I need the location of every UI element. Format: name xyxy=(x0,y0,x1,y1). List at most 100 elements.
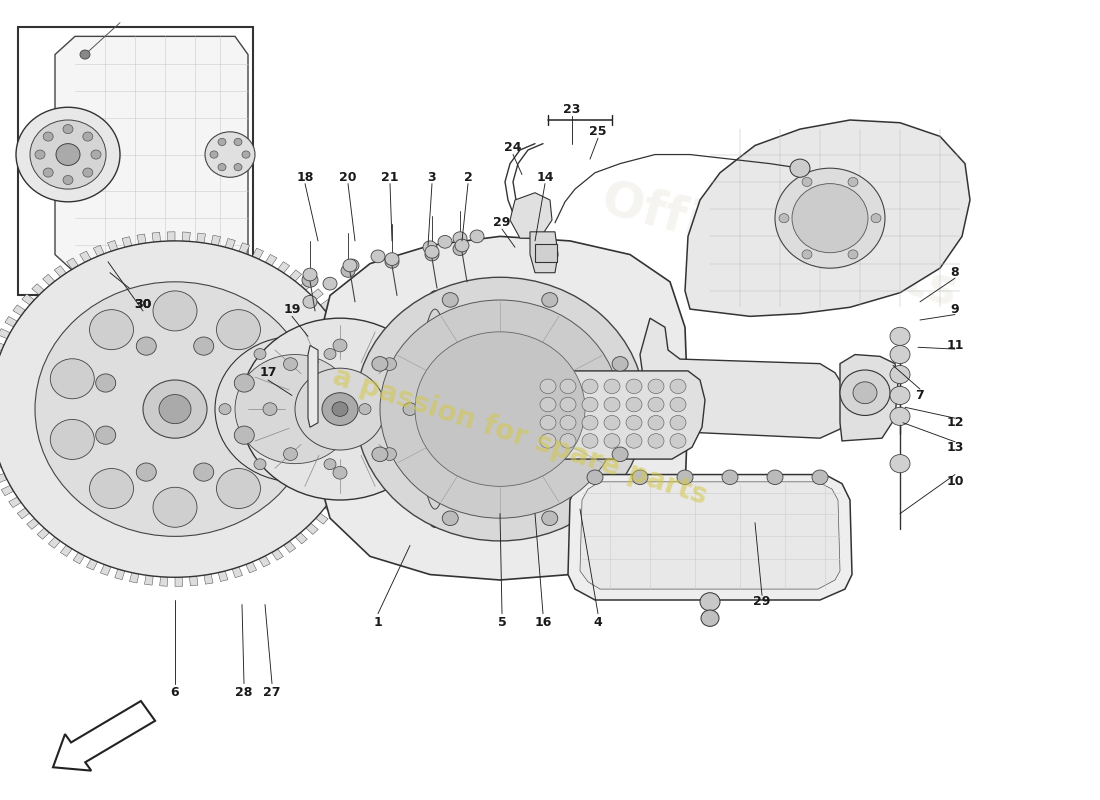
Circle shape xyxy=(385,253,399,266)
Polygon shape xyxy=(87,559,98,570)
Circle shape xyxy=(701,610,719,626)
Polygon shape xyxy=(1,486,13,496)
Polygon shape xyxy=(272,549,284,560)
Circle shape xyxy=(82,168,92,177)
Polygon shape xyxy=(55,36,248,273)
Circle shape xyxy=(453,242,468,255)
Circle shape xyxy=(51,419,95,459)
Circle shape xyxy=(255,419,299,459)
Polygon shape xyxy=(79,251,91,262)
Circle shape xyxy=(82,132,92,141)
Polygon shape xyxy=(37,528,50,539)
Text: 7: 7 xyxy=(915,389,924,402)
Circle shape xyxy=(779,214,789,222)
Polygon shape xyxy=(640,318,848,438)
Polygon shape xyxy=(175,577,183,586)
Ellipse shape xyxy=(414,291,456,527)
Circle shape xyxy=(890,346,910,364)
Circle shape xyxy=(812,470,828,485)
Circle shape xyxy=(852,382,877,404)
Circle shape xyxy=(802,250,812,259)
Circle shape xyxy=(323,278,337,290)
Polygon shape xyxy=(0,342,4,351)
Circle shape xyxy=(160,394,191,424)
Circle shape xyxy=(234,426,254,444)
Circle shape xyxy=(35,282,315,536)
Circle shape xyxy=(670,379,686,394)
Polygon shape xyxy=(54,266,66,277)
Polygon shape xyxy=(4,317,18,327)
Circle shape xyxy=(722,470,738,485)
Polygon shape xyxy=(43,274,55,286)
Polygon shape xyxy=(13,305,25,316)
Polygon shape xyxy=(9,497,21,507)
Circle shape xyxy=(219,404,231,414)
Polygon shape xyxy=(0,474,7,483)
Circle shape xyxy=(372,447,388,462)
Circle shape xyxy=(218,163,226,170)
Polygon shape xyxy=(232,567,242,578)
Circle shape xyxy=(56,144,80,166)
Circle shape xyxy=(890,327,910,346)
Text: 18: 18 xyxy=(296,170,314,184)
Polygon shape xyxy=(360,416,370,423)
Polygon shape xyxy=(130,573,139,583)
Circle shape xyxy=(802,178,812,186)
Circle shape xyxy=(43,168,53,177)
Circle shape xyxy=(648,379,664,394)
Polygon shape xyxy=(32,284,44,295)
Circle shape xyxy=(136,337,156,355)
Polygon shape xyxy=(0,329,10,338)
Circle shape xyxy=(871,214,881,222)
Polygon shape xyxy=(226,238,235,249)
Circle shape xyxy=(214,336,375,482)
Circle shape xyxy=(234,163,242,170)
Circle shape xyxy=(205,132,255,178)
Polygon shape xyxy=(189,576,198,586)
Circle shape xyxy=(0,241,360,578)
Circle shape xyxy=(470,230,484,242)
Text: a passion for spare parts: a passion for spare parts xyxy=(329,362,711,510)
Circle shape xyxy=(35,150,45,159)
Polygon shape xyxy=(284,541,296,553)
Polygon shape xyxy=(320,299,333,310)
Polygon shape xyxy=(337,322,349,333)
Circle shape xyxy=(582,434,598,448)
Polygon shape xyxy=(324,502,337,514)
Text: 10: 10 xyxy=(946,475,964,488)
Circle shape xyxy=(355,278,645,541)
Polygon shape xyxy=(258,556,271,567)
Circle shape xyxy=(790,159,810,178)
Text: 21: 21 xyxy=(382,170,398,184)
Circle shape xyxy=(96,374,115,392)
Circle shape xyxy=(670,398,686,412)
Circle shape xyxy=(767,470,783,485)
Circle shape xyxy=(383,448,396,461)
Polygon shape xyxy=(530,232,558,273)
Polygon shape xyxy=(183,232,190,242)
Circle shape xyxy=(217,310,261,350)
Circle shape xyxy=(626,415,642,430)
Circle shape xyxy=(89,469,133,509)
Circle shape xyxy=(442,293,459,307)
Bar xyxy=(535,244,557,262)
Text: 16: 16 xyxy=(535,616,552,630)
Text: 9: 9 xyxy=(950,302,959,315)
Polygon shape xyxy=(167,232,175,241)
Circle shape xyxy=(284,358,297,370)
Circle shape xyxy=(345,259,359,272)
Circle shape xyxy=(194,463,213,481)
Circle shape xyxy=(541,293,558,307)
Circle shape xyxy=(217,469,261,509)
Polygon shape xyxy=(22,294,34,305)
Polygon shape xyxy=(340,479,352,490)
Text: 28: 28 xyxy=(235,686,253,699)
Circle shape xyxy=(16,107,120,202)
Circle shape xyxy=(143,380,207,438)
Circle shape xyxy=(612,447,628,462)
Polygon shape xyxy=(358,429,368,437)
Text: 17: 17 xyxy=(260,366,277,379)
Text: 30: 30 xyxy=(134,298,152,311)
Circle shape xyxy=(332,402,348,416)
Circle shape xyxy=(425,246,439,258)
